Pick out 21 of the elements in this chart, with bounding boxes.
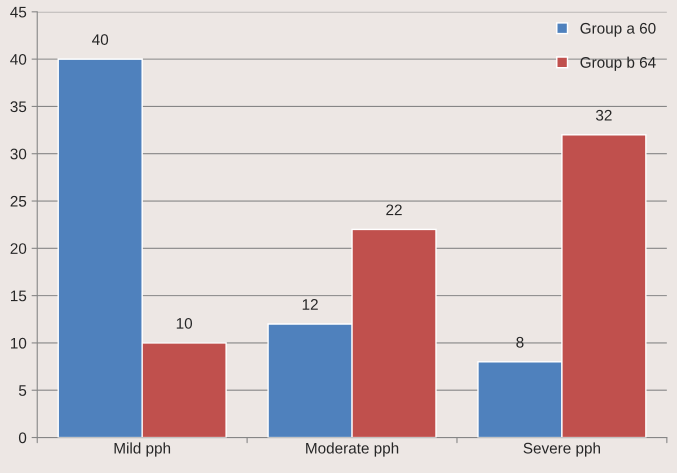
data-label: 12 xyxy=(302,299,318,310)
x-tick-label: Severe pph xyxy=(524,442,600,457)
x-tick-label: Mild pph xyxy=(114,442,170,457)
data-label: 32 xyxy=(596,110,612,121)
y-tick-label: 5 xyxy=(18,385,26,396)
y-tick-label: 45 xyxy=(10,6,26,18)
data-label: 22 xyxy=(386,204,402,216)
x-tick-label: Moderate pph xyxy=(306,442,398,457)
legend-label: Group a 60 xyxy=(580,22,656,37)
legend-label: Group b 64 xyxy=(580,56,656,71)
y-tick-label: 0 xyxy=(18,432,26,444)
data-label: 8 xyxy=(516,336,524,348)
y-tick-label: 30 xyxy=(10,148,26,160)
y-tick-label: 35 xyxy=(10,101,26,112)
y-tick-label: 10 xyxy=(10,338,26,349)
y-tick-label: 20 xyxy=(10,243,26,254)
y-tick-label: 25 xyxy=(10,196,26,207)
y-tick-label: 15 xyxy=(10,290,26,302)
y-tick-label: 40 xyxy=(10,54,26,65)
data-label: 40 xyxy=(92,34,108,45)
data-label: 10 xyxy=(176,318,192,329)
